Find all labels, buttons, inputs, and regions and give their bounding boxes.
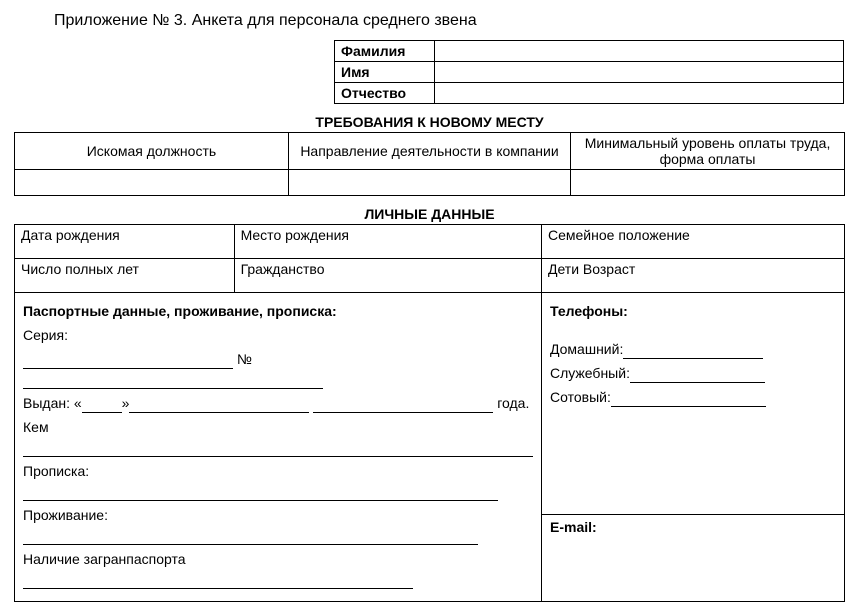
passport-heading: Паспортные данные, проживание, прописка: <box>23 301 533 321</box>
issued-mid: » <box>122 395 130 411</box>
firstname-field[interactable] <box>435 62 844 83</box>
full-years-label: Число полных лет <box>21 261 139 277</box>
birth-place-cell[interactable]: Место рождения <box>234 225 541 259</box>
home-phone-label: Домашний: <box>550 341 623 357</box>
req-salary-field[interactable] <box>571 170 845 196</box>
marital-cell[interactable]: Семейное положение <box>542 225 845 259</box>
issued-year-suffix: года. <box>497 395 529 411</box>
surname-label: Фамилия <box>335 41 435 62</box>
children-cell[interactable]: Дети Возраст <box>542 259 845 293</box>
series-line[interactable] <box>23 355 233 369</box>
issued-year-line[interactable] <box>313 399 493 413</box>
birth-place-label: Место рождения <box>241 227 349 243</box>
marital-label: Семейное положение <box>548 227 690 243</box>
work-phone-line[interactable] <box>630 369 765 383</box>
citizenship-label: Гражданство <box>241 261 325 277</box>
req-col-position: Искомая должность <box>15 133 289 170</box>
name-table: Фамилия Имя Отчество <box>334 40 844 104</box>
citizenship-cell[interactable]: Гражданство <box>234 259 541 293</box>
req-position-field[interactable] <box>15 170 289 196</box>
issued-day-line[interactable] <box>82 399 122 413</box>
phones-heading: Телефоны: <box>550 301 836 321</box>
cell-phone-label: Сотовый: <box>550 389 611 405</box>
email-heading: E-mail: <box>550 519 597 535</box>
phones-cell[interactable]: Телефоны: Домашний: Служебный: Сотовый: <box>542 293 845 515</box>
req-direction-field[interactable] <box>288 170 570 196</box>
foreign-passport-line[interactable] <box>23 575 413 589</box>
personal-heading: ЛИЧНЫЕ ДАННЫЕ <box>14 206 845 222</box>
birth-date-cell[interactable]: Дата рождения <box>15 225 235 259</box>
issued-month-line[interactable] <box>129 399 309 413</box>
series-label: Серия: <box>23 327 68 343</box>
home-phone-line[interactable] <box>623 345 763 359</box>
cell-phone-line[interactable] <box>611 393 766 407</box>
document-title: Приложение № 3. Анкета для персонала сре… <box>54 12 845 30</box>
issued-label: Выдан: « <box>23 395 82 411</box>
registration-line[interactable] <box>23 487 498 501</box>
req-col-salary: Минимальный уровень оплаты труда, форма … <box>571 133 845 170</box>
full-years-cell[interactable]: Число полных лет <box>15 259 235 293</box>
firstname-label: Имя <box>335 62 435 83</box>
email-cell[interactable]: E-mail: <box>542 515 845 602</box>
requirements-table: Искомая должность Направление деятельнос… <box>14 132 845 196</box>
residence-label: Проживание: <box>23 507 108 523</box>
birth-date-label: Дата рождения <box>21 227 120 243</box>
children-label: Дети Возраст <box>548 261 635 277</box>
patronymic-field[interactable] <box>435 83 844 104</box>
by-line[interactable] <box>23 443 533 457</box>
passport-cell[interactable]: Паспортные данные, проживание, прописка:… <box>15 293 542 602</box>
work-phone-label: Служебный: <box>550 365 630 381</box>
number-label: № <box>237 351 252 367</box>
req-col-direction: Направление деятельности в компании <box>288 133 570 170</box>
residence-line[interactable] <box>23 531 478 545</box>
number-line[interactable] <box>23 375 323 389</box>
by-label: Кем <box>23 419 49 435</box>
patronymic-label: Отчество <box>335 83 435 104</box>
registration-label: Прописка: <box>23 463 89 479</box>
surname-field[interactable] <box>435 41 844 62</box>
personal-table: Дата рождения Место рождения Семейное по… <box>14 224 845 602</box>
requirements-heading: ТРЕБОВАНИЯ К НОВОМУ МЕСТУ <box>14 114 845 130</box>
foreign-passport-label: Наличие загранпаспорта <box>23 551 186 567</box>
